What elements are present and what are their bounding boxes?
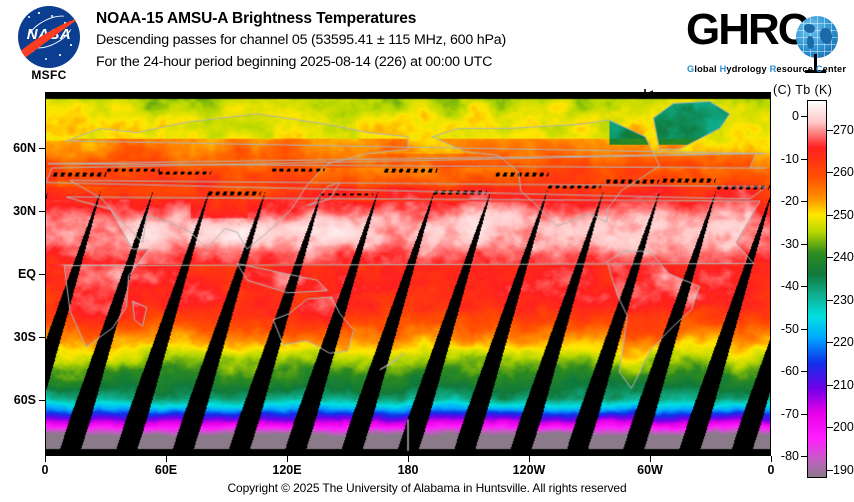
x-axis-label: 180 (397, 463, 419, 477)
page-header: NASA MSFC NOAA-15 AMSU-A Brightness Temp… (0, 0, 854, 90)
x-axis-tick (408, 456, 409, 462)
title-block: NOAA-15 AMSU-A Brightness Temperatures D… (96, 8, 656, 73)
colorbar-label-celsius: 0 (792, 109, 799, 124)
y-axis-tick (39, 274, 45, 275)
colorbar-tick-kelvin (827, 427, 833, 429)
colorbar-label-kelvin: 200 (833, 420, 854, 435)
colorbar-label-kelvin: 250 (833, 207, 854, 222)
y-axis-label: 60S (13, 392, 36, 407)
ghrc-subtitle: Global Hydrology Resource Center (687, 64, 846, 74)
colorbar-tick-celsius (801, 116, 807, 118)
colorbar-tick-celsius (801, 328, 807, 330)
colorbar-label-celsius: -60 (780, 364, 799, 379)
colorbar-tick-celsius (801, 371, 807, 373)
ghrc-globe-stem (814, 54, 817, 72)
x-axis-label: 120W (512, 463, 546, 477)
colorbar-tick-kelvin (827, 299, 833, 301)
copyright-notice: Copyright © 2025 The University of Alaba… (227, 481, 627, 495)
colorbar-label-celsius: -30 (780, 236, 799, 251)
colorbar-tick-celsius (801, 201, 807, 203)
ghrc-globe-base (805, 70, 826, 73)
colorbar-label-celsius: -50 (780, 321, 799, 336)
x-axis-tick (529, 456, 530, 462)
colorbar-tick-celsius (801, 413, 807, 415)
colorbar-label-celsius: -70 (780, 406, 799, 421)
y-axis-tick (39, 148, 45, 150)
ghrc-logo: GHRC Global Hydrology Resource Center (686, 5, 846, 80)
x-axis-tick (650, 456, 651, 462)
colorbar-tick-kelvin (827, 129, 833, 131)
colorbar-tick-kelvin (827, 257, 833, 259)
ghrc-sub-h: H (719, 64, 727, 74)
colorbar-label-kelvin: 230 (833, 292, 854, 307)
brightness-temperature-map[interactable] (45, 92, 771, 456)
ghrc-acronym: GHRC (686, 5, 810, 54)
y-axis-tick (39, 399, 45, 401)
x-axis-tick (287, 456, 288, 462)
ghrc-sub-c: C (815, 64, 823, 74)
y-axis-label: 60N (13, 141, 36, 156)
x-axis-label: 0 (41, 463, 49, 477)
colorbar-tick-kelvin (827, 469, 833, 471)
ghrc-sub-lobal: lobal (694, 64, 720, 74)
colorbar-tick-celsius (801, 456, 807, 458)
nasa-meatball-logo: NASA (18, 6, 80, 68)
colorbar-tick-celsius (801, 158, 807, 160)
colorbar-header: (C) Tb (K) (773, 83, 833, 97)
ghrc-sub-g: G (687, 64, 695, 74)
x-axis-tick (771, 456, 772, 462)
nasa-center-label: MSFC (31, 68, 67, 82)
colorbar-tick-kelvin (827, 342, 833, 344)
colorbar-tick-kelvin (827, 172, 833, 174)
ghrc-sub-enter: enter (822, 64, 847, 74)
ghrc-sub-r: R (769, 64, 777, 74)
x-axis-label: 60E (154, 463, 178, 477)
colorbar-label-kelvin: 240 (833, 250, 854, 265)
page-title: NOAA-15 AMSU-A Brightness Temperatures (96, 10, 417, 27)
subtitle-channel: Descending passes for channel 05 (53595.… (96, 32, 506, 48)
colorbar-label-kelvin: 260 (833, 165, 854, 180)
x-axis-label: 120E (272, 463, 302, 477)
colorbar-tick-celsius (801, 286, 807, 288)
y-axis-tick (39, 211, 45, 213)
colorbar-label-kelvin: 220 (833, 335, 854, 350)
subtitle-period: For the 24-hour period beginning 2025-08… (96, 54, 493, 70)
x-axis-label: 60W (637, 463, 663, 477)
y-axis-label: 30S (13, 329, 36, 344)
x-axis-label: 0 (767, 463, 775, 477)
colorbar-gradient (807, 100, 827, 478)
x-axis-tick (45, 456, 46, 462)
x-axis-tick (166, 456, 167, 462)
y-axis-label: 30N (13, 204, 36, 219)
colorbar-label-celsius: -40 (780, 279, 799, 294)
cursor-arrow-icon (644, 89, 669, 99)
y-axis-label: EQ (17, 267, 36, 281)
colorbar-tick-celsius (801, 243, 807, 245)
y-axis-tick (39, 336, 45, 338)
ghrc-sub-esource: esource (776, 64, 816, 74)
colorbar-tick-kelvin (827, 384, 833, 386)
colorbar-label-celsius: -20 (780, 194, 799, 209)
colorbar-label-kelvin: 210 (833, 377, 854, 392)
colorbar-wrap[interactable] (807, 100, 827, 478)
colorbar-label-kelvin: 190 (833, 462, 854, 477)
colorbar-label-celsius: -10 (780, 151, 799, 166)
map-raster (46, 93, 770, 455)
nasa-logo-swoosh (18, 17, 80, 58)
colorbar-label-celsius: -80 (780, 449, 799, 464)
nasa-logo-orb: NASA (18, 6, 80, 68)
ghrc-globe-icon (796, 16, 838, 58)
colorbar-tick-kelvin (827, 214, 833, 216)
colorbar-label-kelvin: 270 (833, 122, 854, 137)
ghrc-sub-ydrology: ydrology (726, 64, 770, 74)
